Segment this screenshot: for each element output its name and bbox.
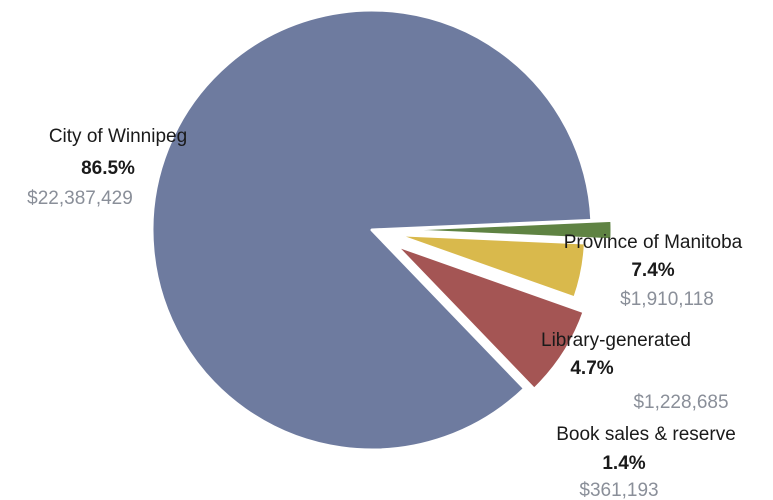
pie-slice-province-of-manitoba xyxy=(394,243,586,391)
slice-amount-label: $361,193 xyxy=(579,480,658,500)
slice-amount-label: $1,910,118 xyxy=(620,289,714,310)
slice-amount-label: $22,387,429 xyxy=(27,188,133,209)
slice-percent-label: 86.5% xyxy=(81,158,135,179)
label-book-sales-and-reserve: Book sales & reserve 1.4% $361,193 xyxy=(556,424,736,500)
label-city-of-winnipeg: City of Winnipeg 86.5% $22,387,429 xyxy=(27,126,187,209)
slice-name-label: Library-generated xyxy=(541,330,691,351)
label-library-generated: Library-generated 4.7% $1,228,685 xyxy=(541,330,729,413)
slice-amount-label: $1,228,685 xyxy=(633,392,728,413)
slice-name-label: Book sales & reserve xyxy=(556,424,736,445)
pie-slice-city-of-winnipeg xyxy=(150,8,594,452)
pie-slice-book-sales-and-reserve xyxy=(390,218,614,242)
slice-percent-label: 1.4% xyxy=(602,453,645,474)
pie-slices xyxy=(150,8,614,452)
slice-name-label: City of Winnipeg xyxy=(49,126,187,147)
slice-percent-label: 4.7% xyxy=(570,358,613,379)
slice-name-label: Province of Manitoba xyxy=(564,232,743,253)
label-province-of-manitoba: Province of Manitoba 7.4% $1,910,118 xyxy=(564,232,743,310)
slice-percent-label: 7.4% xyxy=(631,260,674,281)
pie-slice-library-generated xyxy=(394,233,587,300)
